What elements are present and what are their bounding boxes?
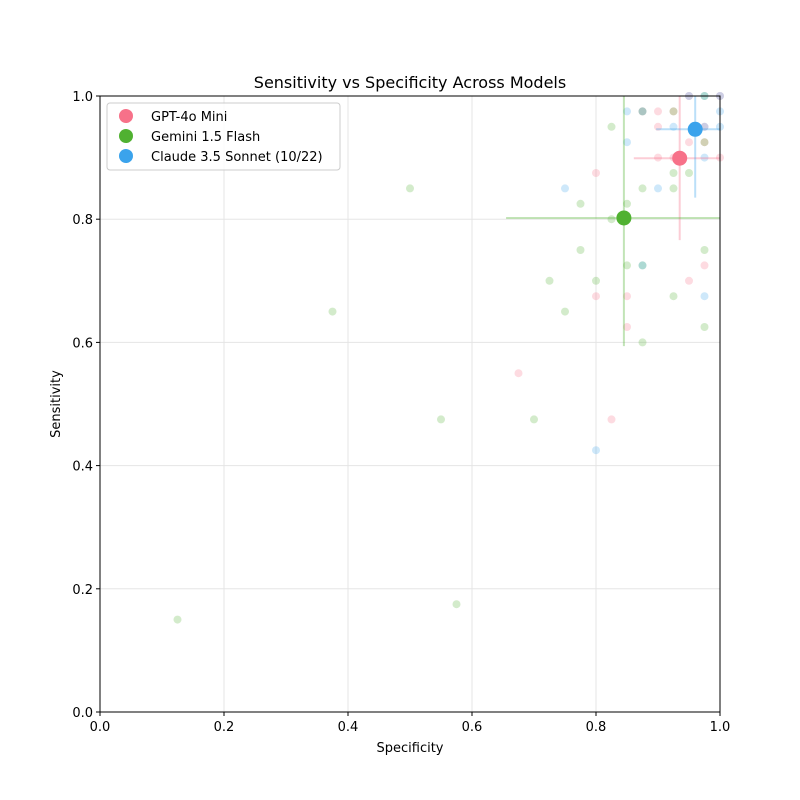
data-point	[700, 153, 709, 162]
axis-ticks: 0.0 0.2 0.4 0.6 0.8 1.0 0.0 0.2 0.4 0.6 0.8 1.0	[72, 90, 730, 735]
data-point	[638, 261, 647, 270]
data-point	[437, 415, 445, 424]
legend-marker	[119, 109, 133, 123]
data-points	[173, 92, 724, 624]
y-tick-label: 0.0	[72, 706, 93, 721]
mean-points	[616, 121, 703, 226]
legend-label: Claude 3.5 Sonnet (10/22)	[151, 150, 323, 165]
data-point	[623, 292, 631, 301]
data-point	[561, 307, 569, 316]
x-tick-label: 0.4	[338, 720, 359, 735]
legend-label: Gemini 1.5 Flash	[151, 130, 260, 145]
x-tick-label: 0.6	[462, 720, 483, 735]
data-point	[561, 184, 569, 193]
data-point	[669, 169, 678, 177]
legend: GPT-4o Mini Gemini 1.5 Flash Claude 3.5 So…	[106, 102, 341, 171]
legend-label: GPT-4o Mini	[151, 110, 227, 125]
data-point	[669, 107, 678, 116]
data-point	[545, 276, 554, 285]
chart-title: Sensitivity vs Specificity Across Models	[254, 73, 566, 92]
data-point	[607, 215, 616, 224]
data-point	[638, 338, 647, 347]
data-point	[592, 169, 600, 177]
data-point	[700, 292, 709, 301]
legend-marker	[119, 129, 133, 143]
y-tick-label: 0.8	[72, 213, 93, 228]
data-point	[700, 138, 709, 147]
legend-marker	[119, 149, 133, 163]
y-axis-label: Sensitivity	[49, 370, 64, 438]
data-point	[669, 107, 678, 116]
data-point	[638, 107, 647, 116]
y-tick-label: 0.6	[72, 336, 93, 351]
y-tick-label: 0.2	[72, 583, 93, 598]
data-point	[638, 107, 647, 116]
data-point	[654, 122, 662, 131]
data-point	[654, 184, 662, 193]
x-tick-label: 0.0	[90, 720, 111, 735]
data-point	[607, 415, 616, 424]
data-point	[576, 199, 585, 208]
data-point	[669, 292, 678, 301]
data-point	[514, 369, 523, 378]
data-point	[685, 276, 693, 285]
data-point	[638, 107, 647, 116]
data-point	[700, 246, 709, 254]
data-point	[607, 122, 616, 131]
data-point	[328, 307, 337, 316]
x-tick-label: 1.0	[710, 720, 731, 735]
plot-frame	[99, 95, 721, 713]
data-point	[592, 276, 600, 285]
data-point	[700, 138, 709, 147]
data-point	[173, 615, 182, 624]
mean-point	[687, 121, 703, 137]
data-point	[638, 261, 647, 270]
data-point	[700, 323, 709, 331]
x-axis-label: Specificity	[377, 741, 444, 756]
data-point	[685, 138, 693, 147]
data-point	[638, 184, 647, 193]
data-point	[685, 169, 693, 177]
data-point	[623, 199, 631, 208]
data-point	[576, 246, 585, 254]
data-point	[700, 261, 709, 270]
data-point	[592, 292, 600, 301]
mean-point	[616, 210, 632, 226]
data-point	[654, 107, 662, 116]
data-point	[623, 261, 631, 270]
data-point	[669, 122, 678, 131]
x-tick-label: 0.2	[214, 720, 235, 735]
mean-point	[672, 150, 688, 166]
data-point	[530, 415, 538, 424]
data-point	[452, 600, 461, 609]
data-point	[669, 184, 678, 193]
y-tick-label: 1.0	[72, 90, 93, 105]
data-point	[623, 323, 631, 331]
data-point	[406, 184, 414, 193]
data-point	[654, 153, 662, 162]
data-point	[592, 446, 600, 455]
data-point	[623, 138, 631, 147]
x-tick-label: 0.8	[586, 720, 607, 735]
data-point	[623, 107, 631, 116]
y-tick-label: 0.4	[72, 460, 93, 475]
